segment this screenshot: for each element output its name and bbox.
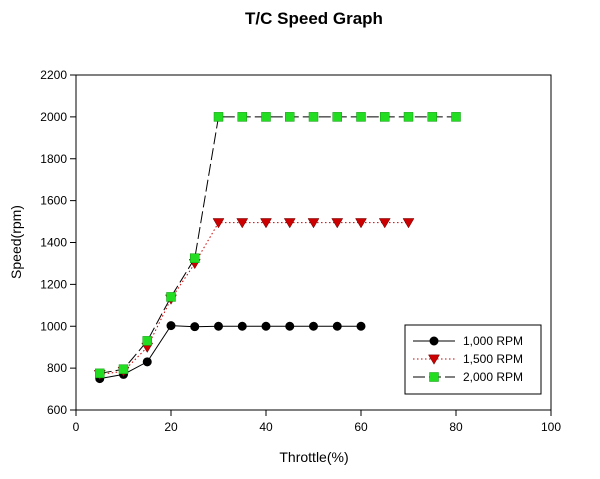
data-point bbox=[118, 364, 129, 374]
data-point bbox=[356, 321, 366, 331]
x-axis-label: Throttle(%) bbox=[279, 449, 348, 465]
data-point bbox=[285, 321, 295, 331]
data-point bbox=[236, 218, 249, 229]
x-tick-label: 0 bbox=[73, 420, 80, 434]
y-tick-label: 2200 bbox=[40, 68, 67, 82]
data-point bbox=[142, 336, 152, 346]
data-point bbox=[402, 218, 415, 229]
data-point bbox=[190, 322, 200, 332]
legend-marker bbox=[429, 336, 439, 346]
data-point bbox=[237, 321, 247, 331]
series-2 bbox=[93, 218, 415, 381]
data-point bbox=[427, 112, 437, 122]
series-layer bbox=[93, 112, 461, 384]
data-point bbox=[332, 321, 342, 331]
data-point bbox=[331, 218, 344, 229]
x-tick-label: 20 bbox=[164, 420, 178, 434]
data-point bbox=[260, 218, 272, 229]
legend-box bbox=[404, 324, 542, 395]
legend-label: 2,000 RPM bbox=[463, 370, 523, 384]
y-tick-label: 1000 bbox=[40, 319, 67, 333]
y-axis-label: Speed(rpm) bbox=[8, 205, 24, 279]
data-point bbox=[212, 218, 225, 229]
chart-title: T/C Speed Graph bbox=[245, 9, 383, 28]
data-point bbox=[356, 112, 366, 122]
y-tick-label: 800 bbox=[47, 361, 67, 375]
legend-label: 1,000 RPM bbox=[463, 334, 523, 348]
data-point bbox=[378, 218, 391, 229]
series-1 bbox=[95, 321, 366, 384]
y-tick-label: 1800 bbox=[40, 152, 67, 166]
legend: 1,000 RPM 1,500 RPM 2,000 RPM bbox=[404, 324, 542, 395]
data-point bbox=[166, 292, 176, 302]
y-tick-label: 1600 bbox=[40, 194, 67, 208]
series-line bbox=[99, 325, 361, 380]
data-point bbox=[308, 112, 319, 122]
y-tick-label: 2000 bbox=[40, 110, 67, 124]
y-tick-label: 600 bbox=[47, 403, 67, 417]
y-tick-label: 1200 bbox=[40, 277, 67, 291]
data-point bbox=[355, 218, 367, 229]
data-point bbox=[142, 357, 152, 367]
x-tick-label: 100 bbox=[541, 420, 561, 434]
data-point bbox=[190, 253, 200, 263]
data-point bbox=[261, 321, 271, 331]
legend-marker bbox=[429, 372, 439, 382]
data-point bbox=[95, 368, 105, 379]
data-point bbox=[332, 112, 342, 122]
series-line bbox=[99, 116, 456, 374]
data-point bbox=[403, 112, 414, 122]
series-line bbox=[99, 222, 409, 375]
data-point bbox=[451, 112, 461, 122]
legend-label: 1,500 RPM bbox=[463, 352, 523, 366]
series-3 bbox=[95, 112, 461, 379]
x-axis: 0 20 40 60 80 100 bbox=[73, 410, 561, 434]
x-tick-label: 60 bbox=[354, 420, 368, 434]
data-point bbox=[166, 321, 176, 331]
data-point bbox=[283, 218, 296, 229]
y-axis: 600 800 1000 1200 1400 1600 1800 2000 2200 bbox=[40, 68, 76, 417]
data-point bbox=[285, 112, 295, 122]
data-point bbox=[309, 321, 318, 331]
data-point bbox=[307, 218, 320, 229]
x-tick-label: 40 bbox=[259, 420, 273, 434]
data-point bbox=[380, 112, 390, 122]
data-point bbox=[214, 321, 223, 331]
y-tick-label: 1400 bbox=[40, 236, 67, 250]
x-tick-label: 80 bbox=[449, 420, 463, 434]
data-point bbox=[213, 112, 224, 122]
legend-marker bbox=[428, 354, 440, 365]
data-point bbox=[237, 112, 247, 122]
data-point bbox=[261, 112, 271, 122]
